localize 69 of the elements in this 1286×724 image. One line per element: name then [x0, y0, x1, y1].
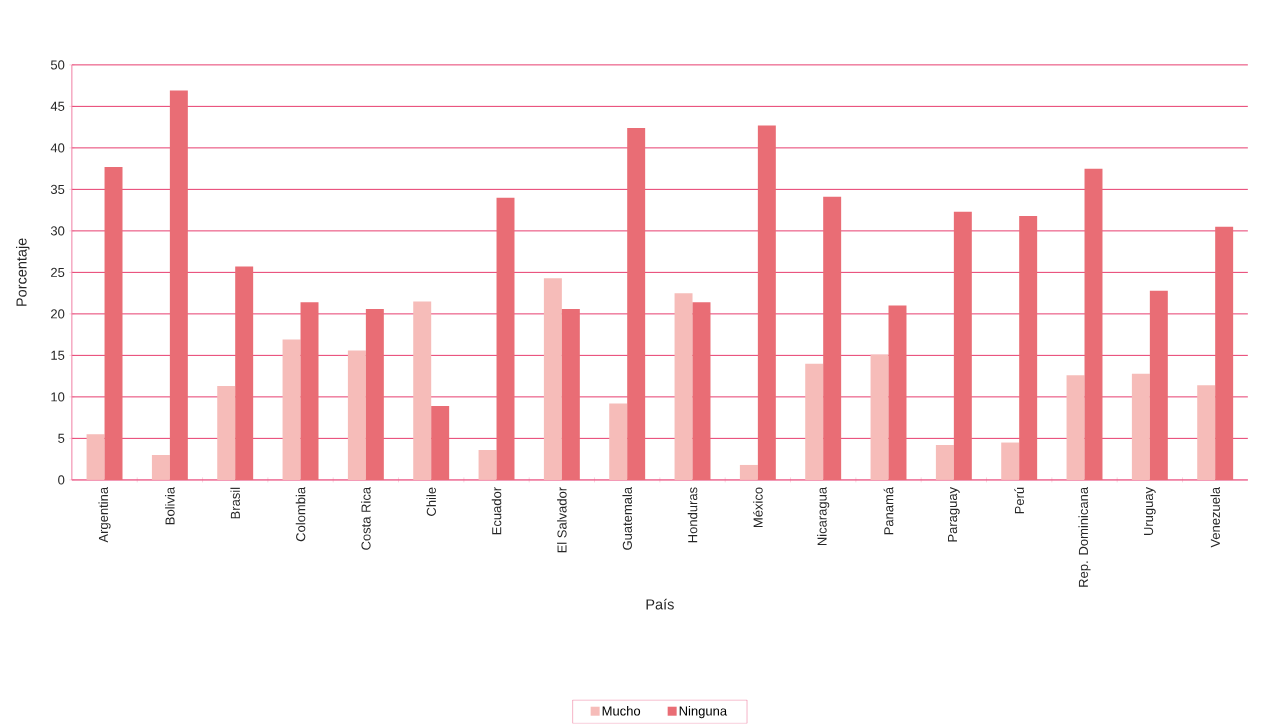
bar — [1019, 216, 1038, 481]
bar — [609, 403, 628, 481]
bar — [151, 455, 170, 481]
x-tick-label: Panamá — [883, 487, 894, 535]
x-axis-title: País — [646, 598, 674, 610]
bar — [692, 302, 711, 481]
x-tick-label: Brasil — [230, 487, 240, 519]
y-tick-label: 5 — [58, 434, 65, 444]
bar — [431, 406, 450, 481]
x-tick-label: Chile — [426, 487, 436, 517]
bar — [104, 167, 123, 481]
x-tick-label: Rep. Dominicana — [1078, 487, 1091, 587]
bar — [365, 309, 384, 481]
bar — [169, 90, 188, 481]
x-tick-label: México — [753, 487, 763, 528]
bar — [217, 386, 236, 481]
bar — [627, 128, 646, 481]
bar — [235, 266, 254, 481]
bar — [823, 197, 842, 481]
y-tick-label: 20 — [51, 309, 65, 319]
bar — [413, 301, 432, 481]
bar — [1066, 375, 1085, 481]
x-tick-label: Paraguay — [948, 487, 960, 542]
y-tick-label: 25 — [51, 267, 65, 278]
y-axis-title: Porcentaje — [16, 238, 30, 307]
bar — [674, 293, 693, 481]
x-tick-label: Costa Rica — [361, 487, 371, 551]
bar — [478, 450, 497, 481]
legend-label: Mucho — [602, 706, 641, 716]
x-tick-label: Nicaragua — [817, 487, 830, 546]
bar — [757, 125, 776, 481]
x-tick-label: Guatemala — [622, 487, 632, 551]
y-tick-label: 30 — [50, 226, 65, 236]
y-tick-label: 10 — [51, 392, 65, 402]
bar — [805, 363, 824, 481]
legend-label: Ninguna — [679, 706, 728, 719]
bar — [1131, 373, 1150, 481]
bar — [1084, 168, 1103, 481]
x-tick-label: Perú — [1014, 487, 1025, 514]
bar — [1215, 226, 1234, 481]
bar — [543, 278, 562, 481]
bar — [870, 354, 889, 481]
bar — [953, 212, 972, 481]
bar — [935, 445, 954, 481]
x-tick-label: Venezuela — [1210, 487, 1220, 548]
y-tick-label: 35 — [50, 184, 65, 195]
bar — [888, 305, 907, 481]
y-tick-label: 50 — [50, 60, 65, 70]
bar — [300, 302, 319, 481]
bar — [1001, 442, 1020, 481]
x-tick-label: Uruguay — [1144, 487, 1156, 536]
bar — [347, 350, 366, 481]
x-tick-label: Bolivia — [165, 487, 175, 525]
bar — [1149, 290, 1168, 481]
y-tick-label: 40 — [50, 143, 65, 153]
bar — [561, 309, 580, 481]
x-tick-label: Honduras — [687, 487, 698, 543]
bar — [496, 197, 515, 481]
x-tick-label: Argentina — [98, 487, 111, 543]
x-tick-label: Ecuador — [491, 487, 502, 535]
y-tick-label: 15 — [51, 351, 65, 361]
x-tick-label: El Salvador — [557, 487, 567, 553]
y-tick-label: 0 — [58, 475, 65, 485]
bar — [1197, 385, 1216, 481]
y-tick-label: 45 — [50, 102, 65, 112]
x-tick-label: Colombia — [295, 487, 306, 542]
bar — [282, 339, 301, 481]
bar — [739, 465, 758, 481]
bar — [86, 434, 105, 481]
